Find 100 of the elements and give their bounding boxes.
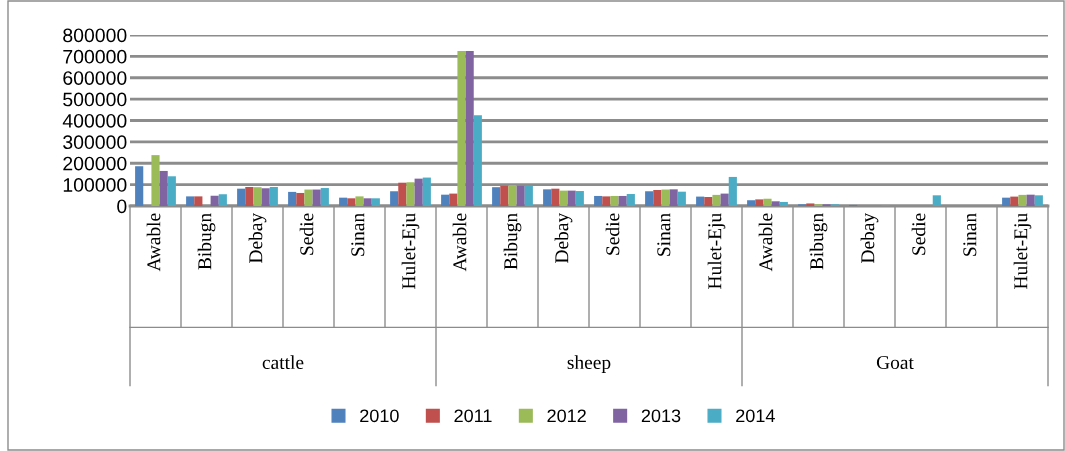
x-tick-label: Awable [452, 213, 467, 272]
x-tick-label: Sinan [963, 213, 977, 256]
x-tick-label: Awable [758, 213, 773, 272]
bar [390, 191, 399, 206]
bar [406, 182, 415, 206]
legend-label: 2013 [641, 409, 681, 423]
y-tick-label: 600000 [63, 71, 127, 85]
x-tick-label: Sedie [605, 213, 620, 255]
bar [339, 197, 348, 206]
bar [508, 185, 517, 206]
bar [763, 198, 772, 206]
x-tick-label: Sinan [351, 213, 365, 256]
bar [347, 198, 356, 206]
legend-label: 2010 [360, 409, 399, 423]
bar [618, 195, 627, 206]
bar [151, 155, 160, 206]
y-tick-label: 200000 [63, 156, 127, 171]
y-tick-label: 800000 [63, 28, 127, 43]
bar [594, 195, 603, 206]
bar [771, 201, 780, 206]
bar [567, 190, 576, 206]
bar [551, 188, 560, 206]
x-tick-label: Debay [860, 212, 879, 264]
bar [543, 189, 552, 206]
bar [320, 188, 329, 206]
bar [728, 176, 737, 206]
bar [492, 187, 501, 206]
bar [626, 194, 635, 206]
bar [653, 189, 662, 206]
x-tick-label: Bibugn [809, 213, 828, 270]
bar [355, 196, 364, 206]
bar [186, 196, 195, 206]
text: sheep [567, 355, 611, 373]
bar [779, 201, 788, 206]
bar [696, 196, 705, 206]
bar [720, 193, 729, 206]
bar [1026, 194, 1035, 206]
bar [312, 189, 321, 206]
x-tick-label: Sedie [911, 213, 926, 255]
bar [669, 189, 678, 206]
bar [645, 191, 654, 206]
y-tick-label: 700000 [63, 49, 127, 64]
bar [218, 194, 227, 206]
legend-label: 2012 [547, 409, 586, 423]
y-tick-label: 300000 [63, 135, 127, 150]
bar [524, 185, 533, 206]
bar [473, 115, 482, 206]
x-tick-label: Bibugn [197, 213, 216, 270]
bar [516, 185, 525, 206]
bar [371, 198, 380, 206]
bar [712, 194, 721, 206]
x-tick-label: Hulet-Eju [1013, 213, 1032, 289]
x-tick-label: Bibugn [503, 213, 522, 270]
bar [575, 191, 584, 206]
x-tick-label: Awable [146, 213, 161, 272]
x-tick-label: Debay [554, 212, 573, 264]
bar [602, 196, 611, 206]
legend-label: 2014 [736, 409, 775, 423]
x-tick-label: Sinan [657, 213, 671, 256]
bar [167, 176, 176, 206]
bar [441, 194, 450, 206]
bar [363, 198, 372, 206]
bar [1010, 196, 1019, 206]
bar [296, 192, 305, 206]
bar [465, 51, 474, 206]
x-tick-label: Hulet-Eju [401, 213, 420, 289]
x-tick-label: Debay [248, 212, 267, 264]
bar [210, 195, 219, 206]
bar [304, 189, 313, 206]
bar [559, 190, 568, 206]
bar [1034, 195, 1043, 206]
bar [194, 196, 203, 206]
bar [449, 193, 458, 206]
bar [932, 195, 941, 206]
bar [398, 182, 407, 206]
bar [245, 186, 254, 206]
y-tick-label: 0 [117, 199, 127, 214]
text: Goat [876, 355, 914, 370]
bar [806, 203, 815, 206]
y-tick-label: 100000 [63, 178, 127, 192]
bar [500, 185, 509, 206]
bar [610, 195, 619, 206]
bar [1002, 197, 1011, 206]
text: cattle [262, 355, 304, 370]
x-tick-label: Hulet-Eju [707, 213, 726, 289]
legend-label: 2011 [454, 409, 492, 423]
bar [269, 186, 278, 206]
bar [1018, 194, 1027, 206]
bar [747, 200, 756, 206]
bar [677, 191, 686, 206]
bar [422, 177, 431, 206]
bar [755, 199, 764, 206]
bar [159, 170, 168, 206]
bar [237, 188, 246, 206]
y-tick-label: 400000 [62, 113, 127, 128]
bar [457, 51, 466, 206]
y-tick-label: 500000 [63, 92, 127, 107]
bar [253, 187, 262, 206]
bar [704, 197, 713, 206]
bar [414, 178, 423, 206]
